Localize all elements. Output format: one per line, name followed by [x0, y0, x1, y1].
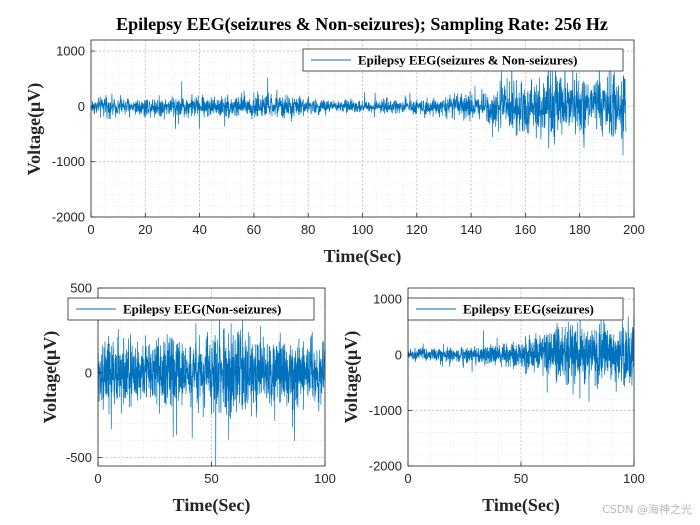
chart-bottom-left: 0 50 100-5000500Time(Sec)Voltage(μV)Epilep…	[40, 281, 336, 517]
c0-ylabel: Voltage(μV)	[24, 83, 45, 176]
c0-xtick-label: 120	[406, 222, 428, 237]
c0-legend-label: Epilepsy EEG(seizures & Non-seizures)	[358, 53, 577, 68]
c2-xlabel: Time(Sec)	[482, 495, 560, 516]
c2-xtick-label: 100	[623, 471, 645, 486]
c0-xtick-label: 60	[247, 222, 261, 237]
c1-ytick-label: 0	[85, 365, 92, 380]
c2-legend-box	[407, 297, 624, 321]
c0-minor-grid	[90, 39, 635, 218]
c2-ytick-label: -1000	[369, 403, 402, 418]
c1-xtick-label: 0	[94, 471, 101, 486]
c0-ytick-label: 1000	[56, 44, 85, 59]
c1-legend-label: Epilepsy EEG(Non-seizures)	[123, 302, 281, 317]
c0-xlabel: Time(Sec)	[324, 246, 402, 267]
c0-xtick-label: 160	[515, 222, 537, 237]
c0-xtick-label: 0	[87, 222, 94, 237]
c1-ylabel: Voltage(μV)	[40, 331, 61, 424]
c2-ytick-label: 0	[395, 347, 402, 362]
c0-xtick-label: 100	[352, 222, 374, 237]
c1-xtick-label: 100	[314, 471, 336, 486]
c0-ytick-label: -2000	[52, 210, 85, 225]
c2-xtick-label: 0	[404, 471, 411, 486]
c0-ytick-label: -1000	[52, 154, 85, 169]
c1-xtick-label: 50	[204, 471, 218, 486]
c0-xtick-label: 80	[301, 222, 315, 237]
c0-legend-box	[302, 48, 624, 72]
c0-series-line	[90, 54, 627, 156]
c1-ytick-label: 500	[70, 281, 92, 296]
c0-xtick-label: 20	[138, 222, 152, 237]
c1-xlabel: Time(Sec)	[173, 495, 251, 516]
chart-top-title: Epilepsy EEG(seizures & Non-seizures); S…	[116, 14, 608, 35]
c1-series-line	[97, 311, 326, 467]
c0-xtick-label: 180	[569, 222, 591, 237]
c2-legend-label: Epilepsy EEG(seizures)	[463, 302, 594, 317]
chart-bottom-right: 0 50 100 -2000 -1000 0 1000 Time(Sec) Voltage(μV…	[341, 287, 645, 516]
chart-top: Epilepsy EEG(seizures & Non-seizures); S…	[24, 14, 645, 267]
c0-xtick-label: 40	[192, 222, 206, 237]
c0-xtick-label: 200	[623, 222, 645, 237]
c0-xtick-label: 140	[460, 222, 482, 237]
c2-series-line	[407, 307, 635, 402]
c2-ylabel: Voltage(μV)	[341, 331, 362, 424]
c1-ytick-label: -500	[66, 450, 92, 465]
c1-legend-box	[67, 297, 315, 321]
c2-ytick-label: 1000	[373, 292, 402, 307]
c2-xtick-label: 50	[514, 471, 528, 486]
c2-ytick-label: -2000	[369, 459, 402, 474]
watermark-text: CSDN @海神之光	[602, 502, 692, 516]
c0-ytick-label: 0	[78, 99, 85, 114]
